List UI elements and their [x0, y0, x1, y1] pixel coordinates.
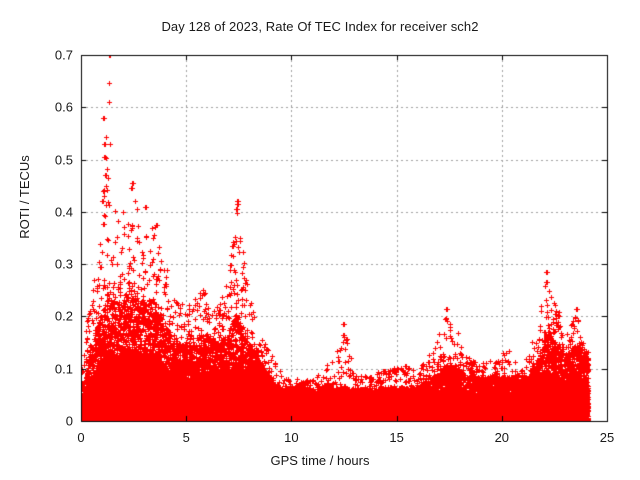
y-tick-label: 0.5 [54, 152, 73, 168]
y-tick-label: 0.7 [54, 47, 73, 63]
y-tick-label: 0 [65, 413, 73, 429]
y-tick-label: 0.2 [54, 308, 73, 324]
y-axis-label-wrapper: ROTI / TECUs [16, 127, 34, 267]
x-tick-label: 20 [494, 430, 510, 445]
y-tick-label: 0.4 [54, 204, 73, 220]
x-tick-label: 15 [389, 430, 404, 445]
y-tick-label: 0.6 [54, 99, 73, 115]
y-tick-label: 0.3 [54, 256, 73, 272]
x-tick-label: 10 [284, 430, 299, 445]
x-tick-label: 25 [599, 430, 615, 445]
y-tick-label: 0.1 [54, 361, 73, 377]
x-axis-label: GPS time / hours [270, 453, 370, 468]
y-axis-label: ROTI / TECUs [17, 155, 32, 239]
x-tick-label: 0 [77, 430, 85, 445]
x-tick-label: 5 [182, 430, 190, 445]
